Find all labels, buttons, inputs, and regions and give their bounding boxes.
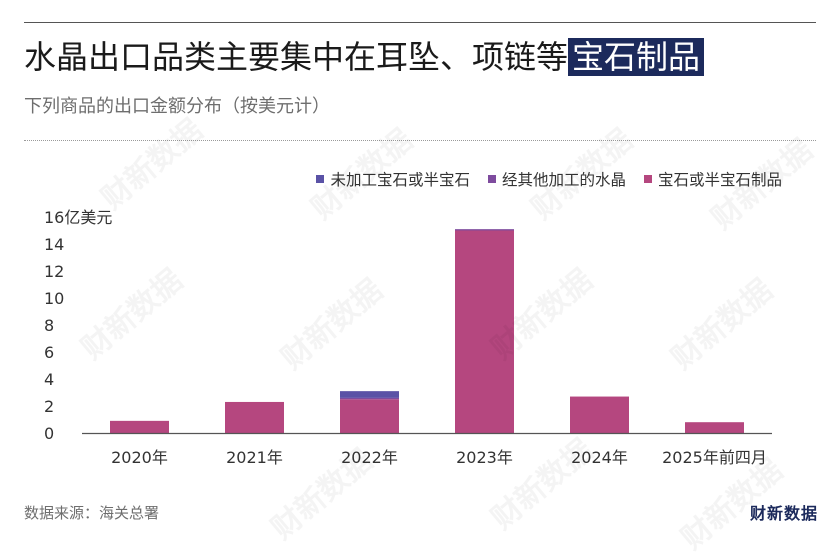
caixin-logo: 财新数据 bbox=[749, 504, 818, 523]
x-tick-label: 2021年 bbox=[226, 448, 283, 467]
y-tick-label: 2 bbox=[44, 397, 54, 416]
top-rule bbox=[24, 22, 816, 23]
legend-swatch-gem-products bbox=[643, 175, 652, 183]
y-tick-label: 6 bbox=[44, 343, 54, 362]
x-tick-label: 2022年 bbox=[341, 448, 398, 467]
y-tick-label: 10 bbox=[44, 289, 64, 308]
dotted-divider bbox=[24, 140, 816, 141]
x-tick-label: 2024年 bbox=[571, 448, 628, 467]
title-highlight: 宝石制品 bbox=[568, 38, 705, 76]
bar-segment bbox=[225, 401, 284, 433]
bar-segment bbox=[340, 399, 399, 433]
y-tick-label: 8 bbox=[44, 316, 54, 335]
legend-swatch-raw-gem bbox=[316, 175, 325, 183]
bar-segment bbox=[340, 391, 399, 398]
bar-segment bbox=[570, 396, 629, 433]
bar-segment bbox=[340, 397, 399, 400]
bar-segment bbox=[685, 422, 744, 433]
y-tick-label: 12 bbox=[44, 262, 64, 281]
legend-label-gem-products: 宝石或半宝石制品 bbox=[657, 171, 782, 189]
legend: 未加工宝石或半宝石 经其他加工的水晶 宝石或半宝石制品 bbox=[316, 168, 782, 190]
legend-item-processed-crystal: 经其他加工的水晶 bbox=[487, 168, 626, 190]
chart-subtitle: 下列商品的出口金额分布（按美元计） bbox=[24, 96, 330, 117]
y-tick-label: 14 bbox=[44, 235, 64, 254]
source-note: 数据来源：海关总署 bbox=[24, 504, 160, 522]
x-tick-label: 2023年 bbox=[456, 448, 513, 467]
y-tick-label: 16亿美元 bbox=[44, 208, 112, 227]
bar-segment bbox=[110, 420, 169, 433]
legend-item-raw-gem: 未加工宝石或半宝石 bbox=[316, 168, 470, 190]
legend-label-processed-crystal: 经其他加工的水晶 bbox=[501, 171, 626, 189]
y-tick-label: 4 bbox=[44, 370, 54, 389]
bar-segment bbox=[455, 229, 514, 231]
y-tick-label: 0 bbox=[44, 424, 54, 443]
x-tick-label: 2020年 bbox=[111, 448, 168, 467]
x-tick-label: 2025年前四月 bbox=[662, 448, 767, 467]
chart-title: 水晶出口品类主要集中在耳坠、项链等 宝石制品 bbox=[24, 34, 705, 80]
bar-segment bbox=[455, 230, 514, 433]
title-main: 水晶出口品类主要集中在耳坠、项链等 bbox=[24, 38, 569, 76]
legend-swatch-processed-crystal bbox=[487, 175, 496, 183]
legend-item-gem-products: 宝石或半宝石制品 bbox=[643, 168, 782, 190]
legend-label-raw-gem: 未加工宝石或半宝石 bbox=[330, 171, 470, 189]
